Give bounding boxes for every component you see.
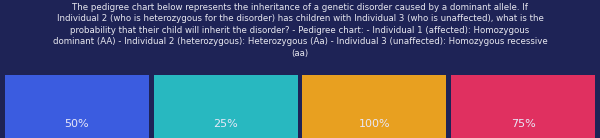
Text: 75%: 75% xyxy=(511,119,536,129)
Text: 25%: 25% xyxy=(213,119,238,129)
FancyBboxPatch shape xyxy=(451,75,595,138)
FancyBboxPatch shape xyxy=(5,75,149,138)
FancyBboxPatch shape xyxy=(302,75,446,138)
Text: 50%: 50% xyxy=(64,119,89,129)
Text: 100%: 100% xyxy=(359,119,390,129)
Text: The pedigree chart below represents the inheritance of a genetic disorder caused: The pedigree chart below represents the … xyxy=(53,3,547,58)
FancyBboxPatch shape xyxy=(154,75,298,138)
